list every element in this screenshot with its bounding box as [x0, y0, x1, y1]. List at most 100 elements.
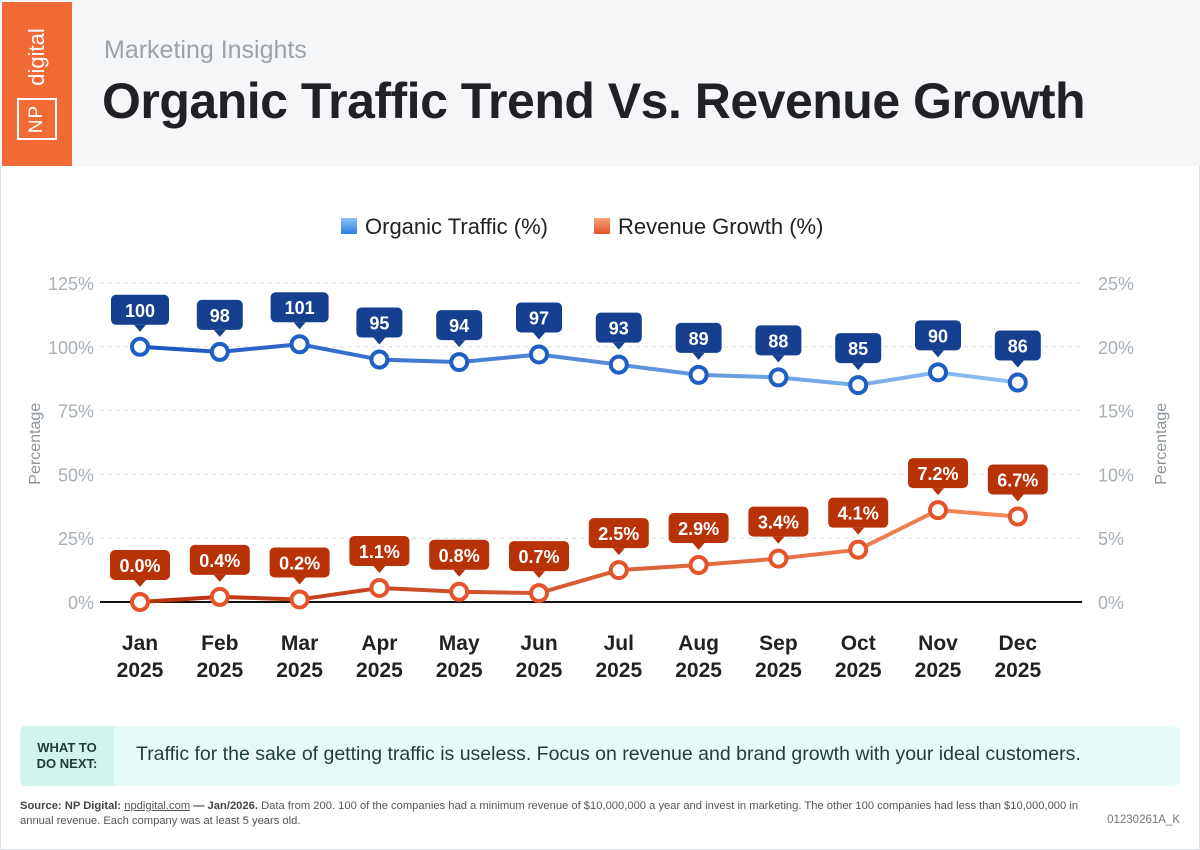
- revenue-growth-label-box: [908, 458, 968, 489]
- organic-traffic-point: [1007, 372, 1028, 393]
- organic-traffic-line: [139, 342, 1019, 388]
- revenue-growth-data-label: 1.1%: [359, 542, 400, 562]
- revenue-growth-label-pointer: [533, 571, 545, 579]
- x-tick-month: May: [439, 632, 480, 655]
- organic-traffic-data-label: 98: [210, 306, 230, 326]
- source-link[interactable]: npdigital.com: [124, 800, 191, 812]
- x-tick-month: Jun: [520, 632, 557, 655]
- legend-swatch-revenue-growth: [594, 218, 610, 234]
- y-axis-label-right: Percentage: [1153, 403, 1170, 485]
- x-tick-year: 2025: [436, 659, 483, 682]
- callout-label: WHAT TO DO NEXT:: [20, 726, 114, 786]
- organic-traffic-point: [130, 336, 150, 357]
- x-tick-month: Dec: [999, 632, 1038, 655]
- revenue-growth-label-box: [349, 535, 410, 566]
- organic-traffic-point: [928, 362, 948, 383]
- organic-traffic-label-box: [436, 310, 483, 341]
- revenue-growth-data-label: 0.7%: [518, 547, 559, 567]
- revenue-growth-point: [289, 589, 310, 610]
- organic-traffic-label-pointer: [213, 329, 226, 337]
- organic-traffic-label-box: [755, 325, 802, 356]
- revenue-growth-label-pointer: [612, 548, 625, 556]
- organic-traffic-data-label: 97: [529, 308, 549, 328]
- revenue-growth-point: [449, 581, 470, 602]
- x-tick-year: 2025: [994, 659, 1041, 682]
- organic-traffic-label-pointer: [134, 324, 146, 332]
- x-tick-year: 2025: [595, 659, 642, 682]
- y-tick-left: 75%: [58, 402, 94, 422]
- revenue-growth-label-box: [748, 506, 809, 537]
- x-tick-month: Nov: [918, 632, 958, 655]
- organic-traffic-label-box: [356, 307, 403, 338]
- revenue-growth-label-pointer: [932, 488, 944, 496]
- x-tick-month: Sep: [759, 632, 798, 655]
- organic-traffic-label-box: [111, 294, 169, 325]
- y-tick-right: 25%: [1098, 274, 1134, 294]
- revenue-growth-line: [139, 508, 1018, 604]
- revenue-growth-data-label: 0.8%: [439, 546, 480, 566]
- organic-traffic-label-box: [994, 330, 1041, 361]
- organic-traffic-label-pointer: [1011, 360, 1024, 368]
- organic-traffic-label-pointer: [772, 355, 785, 363]
- logo-np: NP: [26, 104, 47, 134]
- organic-traffic-data-label: 85: [848, 339, 868, 359]
- revenue-growth-data-label: 2.9%: [678, 519, 719, 539]
- y-tick-left: 100%: [48, 338, 94, 358]
- what-to-do-next-callout: WHAT TO DO NEXT: Traffic for the sake of …: [20, 726, 1180, 786]
- y-tick-right: 0%: [1098, 593, 1124, 613]
- x-tick-year: 2025: [117, 659, 164, 682]
- line-chart: 0% 0% 25% 5% 50% 10% 75% 15% 100% 20% 125% 25% Perce…: [27, 214, 1170, 682]
- organic-traffic-label-box: [270, 292, 329, 323]
- organic-traffic-data-label: 86: [1008, 337, 1028, 357]
- revenue-growth-data-label: 6.7%: [997, 471, 1038, 491]
- revenue-growth-label-pointer: [213, 574, 226, 582]
- revenue-growth-data-label: 2.5%: [598, 524, 639, 544]
- organic-traffic-point: [369, 349, 390, 370]
- organic-traffic-point: [449, 352, 470, 373]
- organic-traffic-point: [608, 354, 629, 375]
- y-tick-right: 15%: [1098, 402, 1134, 422]
- revenue-growth-data-label: 0.0%: [119, 556, 160, 576]
- organic-traffic-point: [848, 375, 869, 396]
- x-tick-year: 2025: [276, 659, 323, 682]
- y-tick-right: 10%: [1098, 465, 1134, 485]
- organic-traffic-label-pointer: [453, 340, 466, 348]
- page-title: Organic Traffic Trend Vs. Revenue Growth: [102, 73, 1086, 129]
- revenue-growth-label-box: [509, 541, 569, 572]
- x-tick-month: Mar: [281, 632, 318, 655]
- organic-traffic-data-label: 95: [369, 314, 389, 334]
- revenue-growth-label-pointer: [852, 527, 865, 535]
- revenue-growth-point: [848, 539, 869, 560]
- x-tick-year: 2025: [516, 659, 563, 682]
- y-tick-left: 125%: [48, 274, 94, 294]
- organic-traffic-label-pointer: [533, 332, 545, 340]
- organic-traffic-data-label: 89: [689, 329, 709, 349]
- y-tick-left: 25%: [58, 529, 94, 549]
- organic-traffic-data-label: 88: [768, 331, 788, 351]
- revenue-growth-label-box: [987, 464, 1048, 495]
- revenue-growth-point: [688, 554, 709, 575]
- revenue-growth-label-pointer: [692, 542, 705, 550]
- y-tick-left: 0%: [68, 593, 94, 613]
- callout-label-line2: DO NEXT:: [36, 756, 98, 771]
- revenue-growth-data-label: 7.2%: [917, 464, 958, 484]
- revenue-growth-label-pointer: [772, 536, 785, 544]
- revenue-growth-label-box: [668, 512, 729, 543]
- organic-traffic-data-label: 90: [928, 326, 948, 346]
- source-date: — Jan/2026.: [193, 800, 258, 812]
- revenue-growth-label-pointer: [1011, 494, 1024, 502]
- revenue-growth-label-box: [269, 547, 330, 578]
- y-axis-label-left: Percentage: [27, 403, 44, 485]
- callout-label-line1: WHAT TO: [37, 740, 97, 755]
- x-tick-year: 2025: [675, 659, 722, 682]
- source-note: Source: NP Digital: npdigital.com — Jan/…: [20, 799, 1100, 829]
- revenue-growth-data-label: 0.4%: [199, 551, 240, 571]
- x-tick-month: Feb: [201, 632, 238, 655]
- revenue-growth-label-box: [110, 550, 170, 580]
- organic-traffic-data-label: 94: [449, 316, 469, 336]
- organic-traffic-label-pointer: [612, 342, 625, 350]
- organic-traffic-point: [529, 344, 549, 365]
- x-tick-year: 2025: [755, 659, 802, 682]
- legend-label-organic-traffic: Organic Traffic (%): [365, 214, 548, 239]
- x-tick-month: Oct: [841, 632, 876, 655]
